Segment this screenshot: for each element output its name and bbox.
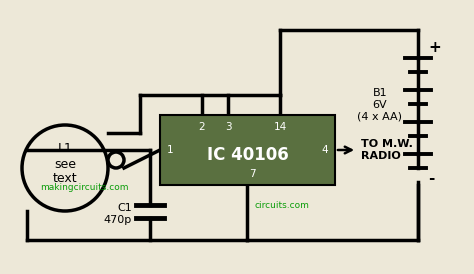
Text: 1: 1 bbox=[167, 145, 173, 155]
Text: 4: 4 bbox=[321, 145, 328, 155]
Text: makingcircuits.com: makingcircuits.com bbox=[40, 184, 128, 193]
Text: IC 40106: IC 40106 bbox=[207, 146, 288, 164]
Text: L1
see
text: L1 see text bbox=[53, 142, 77, 185]
Text: 14: 14 bbox=[273, 122, 287, 132]
Text: 7: 7 bbox=[249, 169, 256, 179]
Text: C1
470p: C1 470p bbox=[104, 203, 132, 225]
Bar bbox=[160, 115, 335, 185]
Text: B1
6V
(4 x AA): B1 6V (4 x AA) bbox=[357, 88, 402, 121]
Text: circuits.com: circuits.com bbox=[255, 201, 310, 210]
Text: -: - bbox=[428, 171, 434, 186]
Text: 2: 2 bbox=[199, 122, 205, 132]
Text: TO M.W.
RADIO: TO M.W. RADIO bbox=[361, 139, 413, 161]
Text: 3: 3 bbox=[225, 122, 231, 132]
Text: +: + bbox=[428, 40, 441, 55]
